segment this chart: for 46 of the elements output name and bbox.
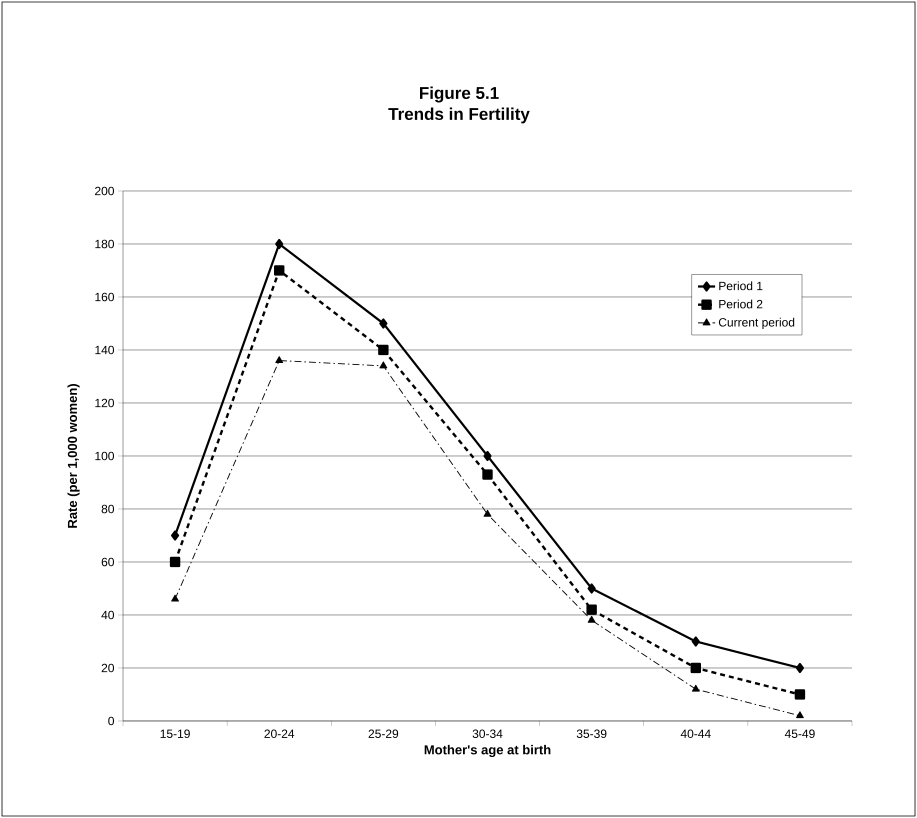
point xyxy=(794,689,806,700)
point xyxy=(690,662,701,674)
point xyxy=(275,356,284,364)
point xyxy=(379,318,388,329)
legend-label: Current period xyxy=(718,318,794,329)
y-tick-label: 140 xyxy=(95,346,114,354)
point xyxy=(379,361,388,368)
point xyxy=(275,238,284,250)
point xyxy=(692,684,700,692)
y-tick-label: 120 xyxy=(95,398,114,408)
chart-subtitle: Trends in Fertility xyxy=(388,108,530,124)
x-tick-label: 30-34 xyxy=(472,730,502,738)
y-tick-label: 80 xyxy=(102,504,114,514)
point xyxy=(796,711,804,718)
point xyxy=(484,510,492,517)
x-tick-label: 20-24 xyxy=(264,730,294,738)
point xyxy=(588,616,596,623)
legend-label: Period 2 xyxy=(719,300,762,308)
x-axis-title: Mother's age at birth xyxy=(424,744,550,758)
y-tick-label: 40 xyxy=(101,610,114,620)
x-tick-label: 25-29 xyxy=(368,730,398,738)
x-tick-label: 40-44 xyxy=(680,730,711,738)
point xyxy=(170,530,180,541)
point xyxy=(692,636,700,647)
point xyxy=(170,556,180,568)
y-tick-label: 60 xyxy=(102,558,114,566)
x-tick-label: 35-39 xyxy=(576,730,606,738)
y-tick-label: 0 xyxy=(108,716,114,726)
y-tick-label: 20 xyxy=(102,664,114,672)
point xyxy=(378,344,389,356)
point xyxy=(796,662,804,674)
point xyxy=(586,604,597,615)
y-tick-label: 100 xyxy=(95,452,114,460)
point xyxy=(483,450,492,462)
y-tick-label: 200 xyxy=(95,186,114,196)
point xyxy=(588,583,596,594)
x-tick-label: 45-49 xyxy=(784,730,815,738)
y-tick-label: 160 xyxy=(95,292,114,302)
y-tick-label: 180 xyxy=(95,240,114,248)
point xyxy=(171,594,179,602)
x-tick-label: 15-19 xyxy=(160,730,190,738)
legend-label: Period 1 xyxy=(719,281,762,290)
point xyxy=(482,469,493,480)
point xyxy=(274,265,284,276)
y-axis-title: Rate (per 1,000 women) xyxy=(67,384,80,528)
chart-title: Figure 5.1 xyxy=(420,86,499,102)
